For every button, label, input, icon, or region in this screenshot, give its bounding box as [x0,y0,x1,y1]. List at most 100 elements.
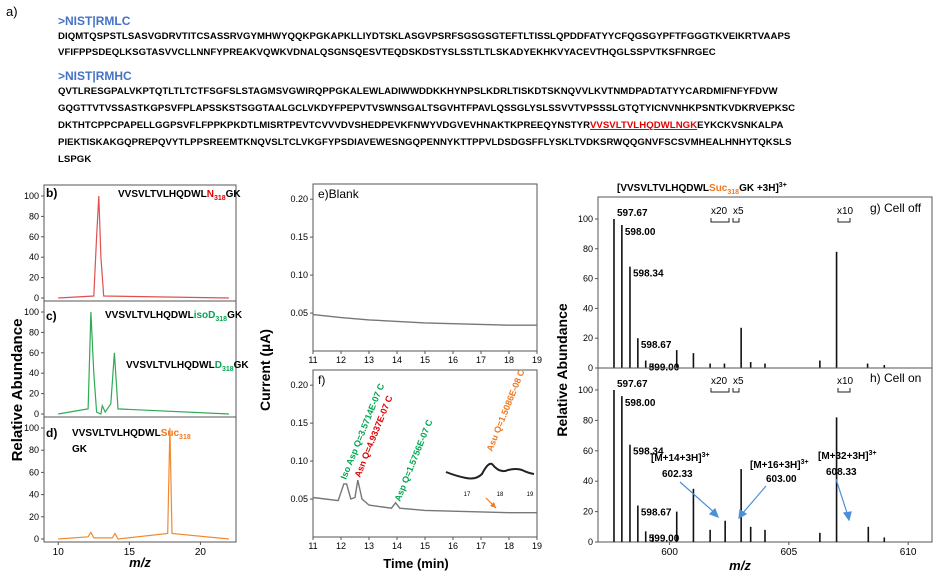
y-tick-label: 0 [34,293,39,303]
x-tick-label: 17 [476,541,486,551]
adduct-mz-602: 602.33 [662,469,693,480]
panel-a-label: a) [6,4,18,19]
x-tick-label: 10 [53,547,65,558]
panel-a-sequences: a) >NIST|RMLC DIQMTQSPSTLSASVGDRVTITCSAS… [0,0,937,175]
peak-mz-label: 598.67 [641,508,672,519]
panel-h-peaks [613,390,886,542]
rmhc-line-1: QVTLRESGPALVKPTQTLTLTCTFSGFSLSTAGMSVGWIR… [58,86,778,97]
x-tick-label: 12 [336,541,346,551]
adduct-m14-text: [M+14+3H] [651,453,702,464]
panel-c-peptide-1-prefix: VVSVLTVLHQDWL [105,310,194,321]
spectrum-title-charge: 3+ [779,182,787,189]
panel-d-label: d) [46,426,57,440]
spectrum-title-subscript: 318 [727,189,739,196]
left-x-axis-label: m/z [129,555,151,570]
y-tick-label: 40 [583,303,593,313]
scale-mark-x20: x20 [711,376,728,387]
panel-b-residue: N [207,189,214,200]
scale-bracket [710,218,851,223]
y-tick-label: 80 [29,211,39,221]
y-tick-label: 20 [29,389,39,399]
x-tick-label: 16 [448,355,458,365]
panel-g-peaks [613,219,886,368]
rmhc-line-5: LSPGK [58,154,92,165]
panel-d-frame [43,416,237,543]
y-tick-label: 40 [29,490,39,500]
panel-g-ticks: 0 20 40 60 80 100 [578,214,598,373]
y-tick-label: 0 [34,534,39,544]
panel-c-peptide-1: VVSVLTVLHQDWLisoD318GK [105,310,243,323]
panel-d-y-ticks: 0 20 40 60 80 100 [24,423,44,544]
panel-e-ticks: 0.05 0.10 0.15 0.20 11 12 13 14 15 16 17 18 19 [290,194,542,365]
x-tick-label: 18 [504,355,514,365]
peak-mz-label: 597.67 [617,379,648,390]
panel-h-scale-marks: x20 x5 x10 [710,376,854,393]
x-tick-label: 12 [336,355,346,365]
x-tick-label: 20 [195,547,207,558]
asu-arrow-head [490,502,496,508]
panel-c-suffix-1: GK [227,310,243,321]
x-tick-label: 18 [504,541,514,551]
panel-e-trace [312,313,537,326]
left-y-axis-label: Relative Abundance [9,319,26,462]
adduct-label-m16: [M+16+3H]3+ [750,459,809,471]
panel-b-y-ticks: 0 20 40 60 80 100 [24,191,44,303]
y-tick-label: 100 [578,214,593,224]
rmhc-line-2: GQGTTVTVSSASTKGPSVFPLAPSSKSTSGGTAALGCLVK… [58,103,796,114]
panel-f-inset-trace [445,462,535,480]
y-tick-label: 20 [29,512,39,522]
x-tick-label: 17 [476,355,486,365]
rmhc-header: >NIST|RMHC [58,69,132,83]
y-tick-label: 100 [24,307,39,317]
panel-d-peptide: VVSVLTVLHQDWLSuc318 [72,428,191,441]
y-tick-label: 60 [583,274,593,284]
adduct-label-m32: [M+32+3H]3+ [818,450,877,462]
x-tick-label: 13 [364,355,374,365]
panel-b-suffix: GK [226,189,242,200]
spectrum-title-prefix: [VVSVLTVLHQDWL [617,183,709,194]
y-tick-label: 40 [29,368,39,378]
y-tick-label: 0.20 [290,380,308,390]
panel-b-trace [58,195,229,299]
middle-x-axis-label: Time (min) [383,556,449,571]
peak-mz-label: 598.34 [633,447,664,458]
left-chromatograms: Relative Abundance m/z b) VVSVLTVLHQDWLN… [9,184,249,570]
y-tick-label: 100 [24,423,39,433]
y-tick-label: 0.15 [290,232,308,242]
y-tick-label: 20 [583,507,593,517]
scale-mark-x10: x10 [837,376,854,387]
annotation-asp: Asp Q=1.5756E-07 C [393,418,435,503]
y-tick-label: 0.10 [290,270,308,280]
panel-c-residue-2: D [215,360,222,371]
y-tick-label: 0 [588,363,593,373]
adduct-m32-text: [M+32+3H] [818,451,869,462]
panel-d-peptide-prefix: VVSVLTVLHQDWL [72,428,161,439]
y-tick-label: 0 [588,537,593,547]
y-tick-label: 20 [583,333,593,343]
adduct-m32-charge: 3+ [869,450,877,457]
scale-mark-x5: x5 [733,206,744,217]
middle-y-axis-label: Current (µA) [257,329,273,411]
x-tick-label: 600 [661,547,678,558]
y-tick-label: 0.05 [290,494,308,504]
x-tick-label: 19 [532,541,542,551]
adduct-mz-603: 603.00 [766,474,797,485]
highlighted-peptide: VVSVLTVLHQDWLNGK [589,120,698,131]
panel-c-label: c) [46,309,57,323]
panel-d-suffix: GK [72,444,88,455]
x-tick-label: 14 [392,541,402,551]
scale-mark-x20: x20 [711,206,728,217]
panel-f-label: f) [318,373,325,387]
panel-b-peptide: VVSVLTVLHQDWLN318GK [118,189,241,202]
y-tick-label: 60 [29,348,39,358]
peak-mz-label: 599.00 [649,533,680,544]
panel-f-ticks: 0.05 0.10 0.15 0.20 11 12 13 14 15 16 17 18 19 [290,380,542,551]
panel-g-label: g) Cell off [870,201,922,215]
peak-mz-label: 598.67 [641,340,672,351]
arrow-m32-head [842,511,852,522]
x-tick-label: 11 [308,541,317,551]
y-tick-label: 0.05 [290,308,308,318]
inset-x-tick: 18 [497,492,504,498]
panel-d-trace [58,427,229,540]
